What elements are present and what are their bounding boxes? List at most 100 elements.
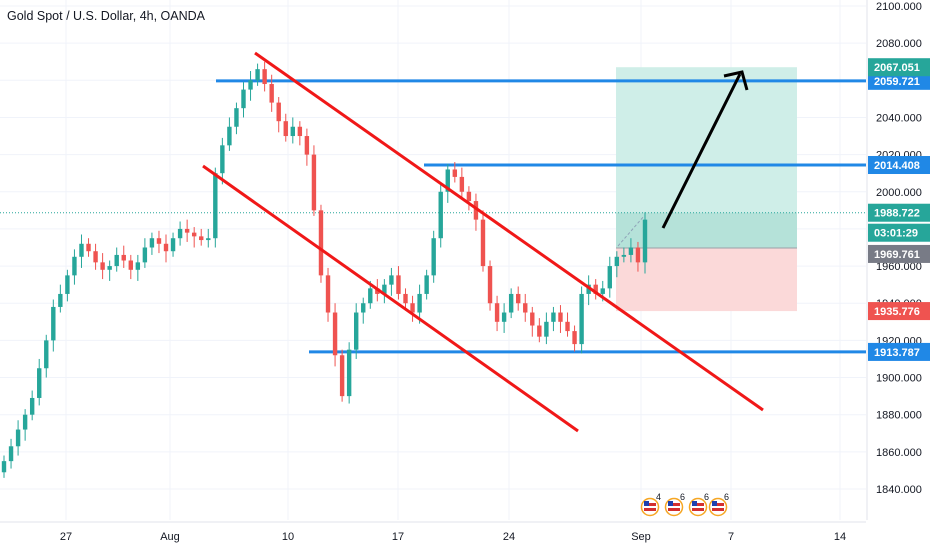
entry-price-tag-text: 1969.761 bbox=[874, 249, 920, 261]
time-tick-label: 24 bbox=[503, 531, 515, 543]
current-price-tag: 1988.722 bbox=[868, 203, 930, 222]
arrow-shaft bbox=[661, 73, 742, 229]
event-count: 6 bbox=[724, 492, 729, 502]
candle-body-69 bbox=[487, 266, 493, 304]
candle-body-85 bbox=[600, 288, 605, 294]
candle-body-90 bbox=[635, 247, 641, 263]
time-axis: 27 Aug 10 17 24 Sep 7 14 bbox=[0, 521, 866, 543]
candle-body-50 bbox=[353, 312, 359, 350]
candle-body-80 bbox=[565, 321, 570, 332]
candle-body-22 bbox=[156, 238, 162, 244]
candle-body-86 bbox=[607, 266, 612, 289]
candle-body-91 bbox=[642, 219, 648, 263]
candle-body-71 bbox=[501, 312, 507, 322]
candle-body-38 bbox=[269, 84, 274, 103]
time-tick-label: Sep bbox=[631, 531, 651, 543]
stop-price-tag: 1935.776 bbox=[868, 302, 930, 321]
candle-body-8 bbox=[58, 293, 63, 307]
candles bbox=[1, 61, 648, 478]
candle-body-13 bbox=[93, 251, 98, 263]
candle-body-5 bbox=[37, 368, 42, 398]
candle-body-62 bbox=[438, 191, 443, 239]
candle-body-53 bbox=[375, 288, 380, 294]
candle-body-70 bbox=[494, 303, 500, 322]
level-price-tag-1: 2014.408 bbox=[868, 156, 930, 175]
candle-body-31 bbox=[220, 145, 225, 174]
candle-body-1 bbox=[8, 446, 14, 462]
price-tick-label: 2040.000 bbox=[876, 112, 922, 124]
price-tick-label: 2000.000 bbox=[876, 187, 922, 199]
candle-body-27 bbox=[191, 232, 197, 237]
level-price-tag-0-text: 2059.721 bbox=[874, 76, 920, 88]
flag-stripe-red-2 bbox=[692, 508, 704, 511]
candle-body-43 bbox=[304, 136, 310, 155]
projection-arrow bbox=[617, 70, 749, 247]
candle-body-64 bbox=[452, 169, 458, 177]
level-price-tag-0-bg bbox=[868, 71, 930, 90]
symbol-title: Gold Spot / U.S. Dollar, 4h, OANDA bbox=[7, 9, 205, 23]
price-tick-label: 2100.000 bbox=[876, 1, 922, 13]
stop-price-tag-text: 1935.776 bbox=[874, 306, 920, 318]
price-tick-label: 1840.000 bbox=[876, 484, 922, 496]
candle-body-82 bbox=[579, 293, 584, 345]
bar-countdown-tag-bg bbox=[868, 223, 930, 242]
candle-body-35 bbox=[248, 80, 253, 90]
candle-body-10 bbox=[72, 256, 77, 276]
candle-body-0 bbox=[1, 461, 7, 473]
target-price-tag-text: 2067.051 bbox=[874, 62, 920, 74]
level-price-tag-1-text: 2014.408 bbox=[874, 160, 920, 172]
entry-price-tag-bg bbox=[868, 244, 930, 263]
position-zones bbox=[0, 67, 866, 312]
candle-body-48 bbox=[339, 355, 345, 397]
flag-canton bbox=[712, 501, 717, 506]
flag-stripe-red bbox=[668, 503, 680, 506]
candle-body-25 bbox=[177, 228, 183, 239]
candle-body-47 bbox=[332, 312, 338, 356]
candle-body-44 bbox=[311, 154, 317, 211]
descending-channel bbox=[202, 51, 764, 433]
event-count: 6 bbox=[704, 492, 709, 502]
event-marker-0: 4 bbox=[640, 492, 661, 517]
horizontal-levels bbox=[216, 79, 866, 354]
flag-canton bbox=[692, 501, 697, 506]
level-price-tag-2-text: 1913.787 bbox=[874, 347, 920, 359]
candle-body-46 bbox=[325, 275, 331, 313]
event-count: 6 bbox=[680, 492, 685, 502]
candle-body-2 bbox=[15, 429, 21, 447]
candle-body-26 bbox=[184, 228, 190, 233]
candle-body-45 bbox=[318, 210, 324, 276]
candle-body-56 bbox=[396, 275, 401, 294]
bar-countdown-tag: 03:01:29 bbox=[868, 223, 930, 242]
candle-body-52 bbox=[368, 288, 373, 304]
candle-body-23 bbox=[163, 243, 169, 252]
candle-body-63 bbox=[445, 169, 450, 192]
level-price-tag-2: 1913.787 bbox=[868, 342, 930, 361]
event-count: 4 bbox=[656, 492, 661, 502]
candle-body-7 bbox=[51, 306, 56, 341]
candle-body-84 bbox=[593, 284, 598, 294]
candle-body-81 bbox=[572, 331, 577, 345]
candle-body-49 bbox=[346, 349, 352, 397]
candle-body-11 bbox=[79, 243, 84, 257]
candle-body-60 bbox=[424, 275, 429, 294]
candle-body-28 bbox=[199, 236, 204, 241]
flag-stripe-red bbox=[644, 503, 656, 506]
candle-body-87 bbox=[614, 256, 620, 267]
candle-body-9 bbox=[65, 275, 70, 294]
candle-body-79 bbox=[558, 312, 563, 322]
candle-body-55 bbox=[389, 275, 394, 285]
candle-body-89 bbox=[628, 247, 634, 255]
flag-stripe-red-2 bbox=[712, 508, 724, 511]
candle-body-12 bbox=[86, 243, 91, 252]
candle-body-30 bbox=[213, 173, 218, 239]
target-price-tag: 2067.051 bbox=[868, 58, 930, 77]
candle-body-37 bbox=[262, 69, 267, 85]
current-price-tag-text: 1988.722 bbox=[874, 208, 920, 220]
current-price-tag-bg bbox=[868, 203, 930, 222]
time-tick-label: 10 bbox=[282, 531, 294, 543]
candle-body-16 bbox=[114, 254, 119, 267]
flag-canton bbox=[668, 501, 673, 506]
event-marker-3: 6 bbox=[708, 492, 729, 517]
